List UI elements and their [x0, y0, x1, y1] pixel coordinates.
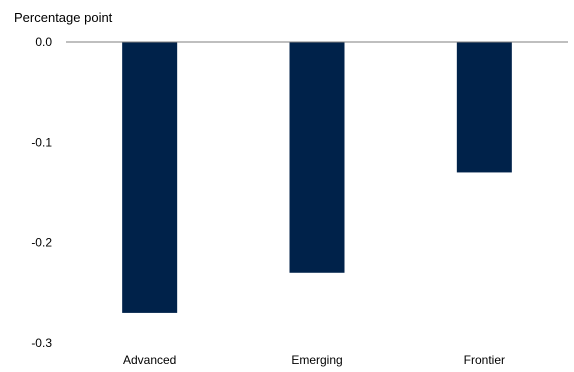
y-axis-title: Percentage point [14, 10, 113, 25]
y-axis-ticks: 0.0 -0.1 -0.2 -0.3 [31, 35, 52, 350]
y-tick-label: -0.3 [31, 336, 52, 350]
y-tick-label: -0.2 [31, 236, 52, 250]
x-axis-labels: Advanced Emerging Frontier [123, 353, 505, 367]
x-tick-label: Advanced [123, 353, 176, 367]
x-tick-label: Frontier [464, 353, 505, 367]
bar-advanced [122, 42, 178, 313]
bar-frontier [456, 42, 512, 173]
bar-emerging [289, 42, 345, 273]
y-tick-label: -0.1 [31, 135, 52, 149]
y-tick-label: 0.0 [35, 35, 52, 49]
bars [122, 42, 512, 313]
x-tick-label: Emerging [291, 353, 342, 367]
